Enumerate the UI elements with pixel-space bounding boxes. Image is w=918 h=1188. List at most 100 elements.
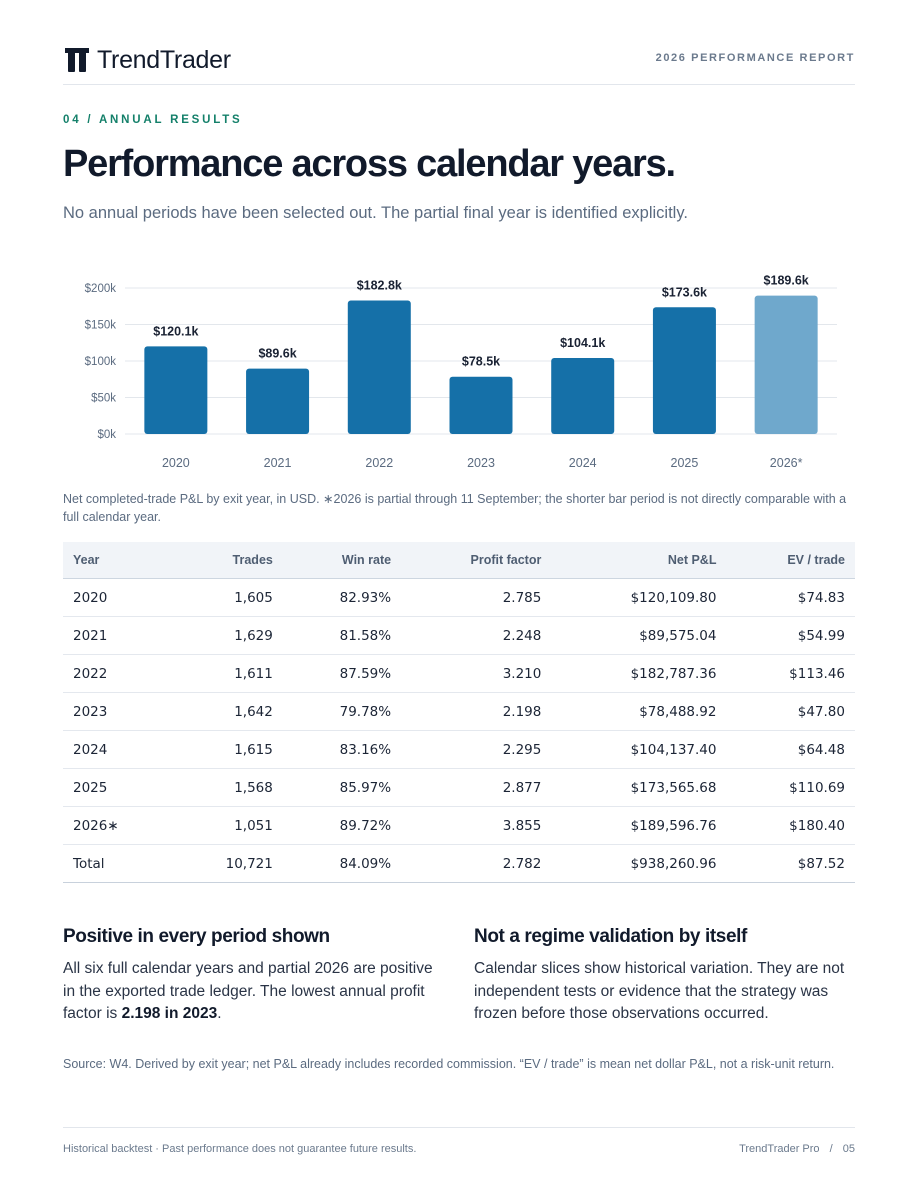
annual-results-table: Year Trades Win rate Profit factor Net P…: [63, 542, 855, 883]
card-regime-validation: Not a regime validation by itself Calend…: [474, 924, 854, 1026]
cell-win-rate: 82.93%: [282, 578, 402, 617]
col-header-net-pnl: Net P&L: [551, 542, 727, 579]
section-eyebrow: 04 / ANNUAL RESULTS: [63, 114, 243, 126]
report-page: TrendTrader 2026 PERFORMANCE REPORT 04 /…: [63, 0, 855, 1188]
page-title: Performance across calendar years.: [63, 143, 676, 185]
card-title: Not a regime validation by itself: [474, 926, 747, 947]
card-body-text-end: .: [217, 1005, 222, 1022]
x-tick-label: 2025: [671, 456, 699, 470]
chart-caption: Net completed-trade P&L by exit year, in…: [63, 492, 847, 524]
cell-win-rate: 85.97%: [282, 768, 402, 807]
cell-ev-trade: $110.69: [726, 768, 855, 807]
cell-ev-trade: $87.52: [726, 844, 855, 883]
cell-year: 2021: [63, 616, 172, 655]
x-tick-label: 2023: [467, 456, 495, 470]
page-footer: Historical backtest · Past performance d…: [63, 1127, 855, 1155]
table-header-row: Year Trades Win rate Profit factor Net P…: [63, 542, 855, 579]
bar-2023: [449, 376, 513, 434]
cell-year: 2022: [63, 654, 172, 693]
cell-win-rate: 83.16%: [282, 730, 402, 769]
cell-net-pnl: $173,565.68: [551, 768, 727, 807]
card-positive-periods: Positive in every period shown All six f…: [63, 924, 443, 1026]
cell-ev-trade: $113.46: [726, 654, 855, 693]
footer-page-info: TrendTrader Pro / 05: [739, 1143, 855, 1155]
trendtrader-t-icon: [65, 48, 89, 72]
bar-data-label: $104.1k: [560, 336, 605, 350]
table-row: 2022 1,611 87.59% 3.210 $182,787.36 $113.46: [63, 654, 855, 693]
cell-trades: 1,642: [171, 692, 283, 731]
x-tick-label: 2020: [162, 456, 190, 470]
cell-net-pnl: $78,488.92: [551, 692, 727, 731]
x-tick-label: 2021: [264, 456, 292, 470]
cell-profit-factor: 3.855: [401, 806, 552, 845]
cell-ev-trade: $54.99: [726, 616, 855, 655]
card-title: Positive in every period shown: [63, 926, 330, 947]
cell-win-rate: 87.59%: [282, 654, 402, 693]
footer-product: TrendTrader Pro: [739, 1143, 820, 1155]
bar-data-label: $189.6k: [764, 274, 809, 288]
cell-trades: 1,605: [171, 578, 283, 617]
col-header-year: Year: [63, 542, 172, 579]
brand-logo: TrendTrader: [65, 46, 231, 74]
x-tick-label: 2022: [365, 456, 393, 470]
page-header: TrendTrader 2026 PERFORMANCE REPORT: [63, 44, 855, 85]
cell-profit-factor: 2.782: [401, 844, 552, 883]
footer-separator: /: [829, 1143, 833, 1155]
bar-2022: [347, 300, 411, 434]
cell-year: 2025: [63, 768, 172, 807]
cell-profit-factor: 2.877: [401, 768, 552, 807]
card-body-text: All six full calendar years and partial …: [63, 960, 433, 1022]
cell-net-pnl: $104,137.40: [551, 730, 727, 769]
cell-win-rate: 81.58%: [282, 616, 402, 655]
cell-net-pnl: $120,109.80: [551, 578, 727, 617]
bar-2025: [652, 307, 716, 434]
col-header-ev-trade: EV / trade: [726, 542, 855, 579]
cell-win-rate: 89.72%: [282, 806, 402, 845]
y-tick-label: $100k: [85, 356, 117, 368]
cell-ev-trade: $64.48: [726, 730, 855, 769]
cell-profit-factor: 2.248: [401, 616, 552, 655]
y-tick-label: $50k: [91, 393, 116, 405]
bar-data-label: $78.5k: [462, 355, 500, 369]
table-row: 2020 1,605 82.93% 2.785 $120,109.80 $74.83: [63, 578, 855, 617]
card-body-highlight: 2.198 in 2023: [121, 1005, 218, 1022]
cell-trades: 10,721: [171, 844, 283, 883]
x-tick-label: 2026*: [770, 456, 803, 470]
cell-year: 2024: [63, 730, 172, 769]
brand-name: TrendTrader: [97, 46, 231, 74]
col-header-win-rate: Win rate: [282, 542, 402, 579]
footer-disclaimer: Historical backtest · Past performance d…: [63, 1143, 417, 1155]
bar-2024: [551, 358, 615, 434]
y-tick-label: $0k: [97, 429, 116, 441]
table-row: 2024 1,615 83.16% 2.295 $104,137.40 $64.48: [63, 730, 855, 769]
x-tick-label: 2024: [569, 456, 597, 470]
page-subtitle: No annual periods have been selected out…: [63, 204, 688, 222]
cell-year: 2020: [63, 578, 172, 617]
cell-net-pnl: $189,596.76: [551, 806, 727, 845]
bar-2020: [144, 346, 208, 434]
report-label: 2026 PERFORMANCE REPORT: [655, 52, 855, 64]
cell-net-pnl: $938,260.96: [551, 844, 727, 883]
col-header-profit-factor: Profit factor: [401, 542, 552, 579]
card-body: Calendar slices show historical variatio…: [474, 960, 845, 1022]
table-total-row: Total 10,721 84.09% 2.782 $938,260.96 $87.52: [63, 844, 855, 883]
cell-year: 2026∗: [63, 806, 172, 845]
card-body: All six full calendar years and partial …: [63, 958, 443, 1026]
bar-data-label: $182.8k: [357, 279, 402, 293]
table-row: 2023 1,642 79.78% 2.198 $78,488.92 $47.80: [63, 692, 855, 731]
source-note: Source: W4. Derived by exit year; net P&…: [63, 1057, 835, 1071]
table-row: 2026∗ 1,051 89.72% 3.855 $189,596.76 $180.40: [63, 806, 855, 845]
cell-win-rate: 79.78%: [282, 692, 402, 731]
y-tick-label: $150k: [85, 320, 117, 332]
table-row: 2021 1,629 81.58% 2.248 $89,575.04 $54.99: [63, 616, 855, 655]
cell-ev-trade: $47.80: [726, 692, 855, 731]
cell-profit-factor: 2.785: [401, 578, 552, 617]
cell-profit-factor: 2.198: [401, 692, 552, 731]
cell-profit-factor: 2.295: [401, 730, 552, 769]
bar-data-label: $120.1k: [153, 324, 198, 338]
cell-net-pnl: $182,787.36: [551, 654, 727, 693]
bar-data-label: $89.6k: [258, 347, 296, 361]
cell-trades: 1,568: [171, 768, 283, 807]
cell-profit-factor: 3.210: [401, 654, 552, 693]
annual-pnl-chart: $0k $50k $100k $150k $200k $120.1k 2020 $89.6k 2…: [63, 262, 855, 482]
